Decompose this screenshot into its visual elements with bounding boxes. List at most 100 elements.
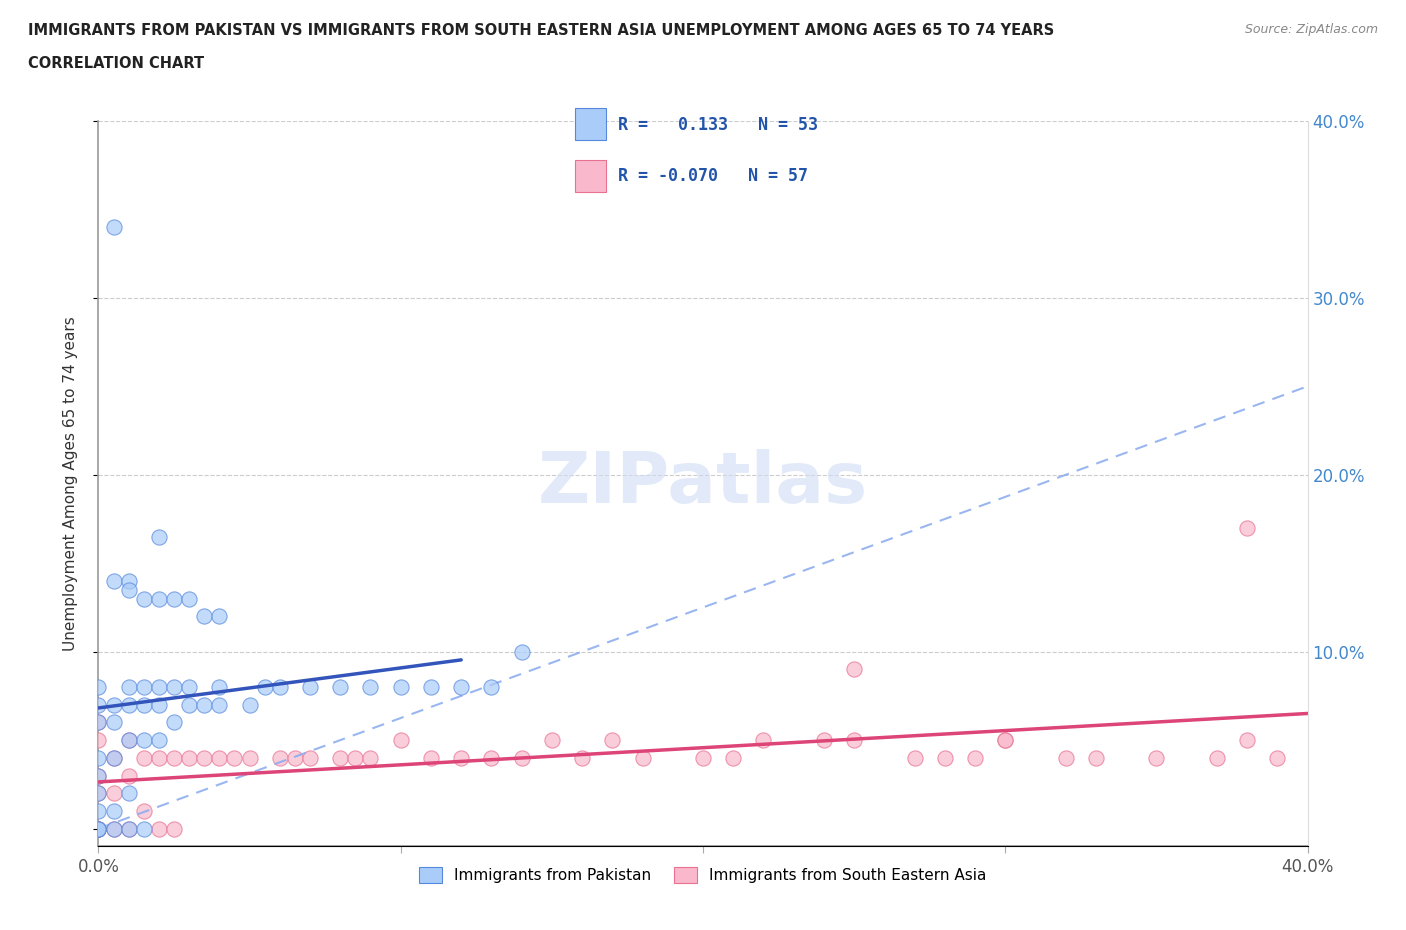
Point <box>87 715 110 730</box>
Point <box>132 804 155 818</box>
Point <box>193 698 215 712</box>
Point <box>103 219 125 234</box>
Point <box>103 804 125 818</box>
Point <box>118 821 141 836</box>
Point <box>844 733 866 748</box>
Point <box>118 786 141 801</box>
Point <box>602 733 624 748</box>
Point <box>103 698 125 712</box>
Point <box>163 591 186 606</box>
Point <box>510 644 533 659</box>
Text: R =   0.133   N = 53: R = 0.133 N = 53 <box>619 116 818 134</box>
Point <box>224 751 246 765</box>
Point <box>163 751 186 765</box>
Point <box>208 751 231 765</box>
Point <box>269 680 291 695</box>
Point <box>163 821 186 836</box>
Point <box>118 698 141 712</box>
Point <box>87 733 110 748</box>
Point <box>329 751 352 765</box>
Point <box>163 715 186 730</box>
Text: Source: ZipAtlas.com: Source: ZipAtlas.com <box>1244 23 1378 36</box>
Point <box>118 582 141 597</box>
Point <box>571 751 593 765</box>
Point <box>904 751 927 765</box>
Point <box>132 680 155 695</box>
Point <box>540 733 562 748</box>
Point <box>360 751 382 765</box>
Point <box>420 751 443 765</box>
Point <box>269 751 291 765</box>
Point <box>87 768 110 783</box>
Point <box>87 751 110 765</box>
Point <box>87 821 110 836</box>
Point <box>389 680 412 695</box>
Point <box>284 751 307 765</box>
Point <box>103 715 125 730</box>
Point <box>103 786 125 801</box>
Point <box>420 680 443 695</box>
Point <box>118 680 141 695</box>
Point <box>208 698 231 712</box>
Point <box>450 680 472 695</box>
Point <box>118 821 141 836</box>
Point <box>253 680 276 695</box>
Point <box>631 751 654 765</box>
Point <box>1054 751 1077 765</box>
Point <box>299 751 322 765</box>
Text: IMMIGRANTS FROM PAKISTAN VS IMMIGRANTS FROM SOUTH EASTERN ASIA UNEMPLOYMENT AMON: IMMIGRANTS FROM PAKISTAN VS IMMIGRANTS F… <box>28 23 1054 38</box>
Point <box>118 733 141 748</box>
Point <box>1267 751 1289 765</box>
Point <box>132 751 155 765</box>
Point <box>510 751 533 765</box>
Point <box>344 751 367 765</box>
Point <box>208 680 231 695</box>
Point <box>752 733 775 748</box>
Point <box>87 804 110 818</box>
Point <box>389 733 412 748</box>
Point <box>179 680 201 695</box>
Point <box>148 821 170 836</box>
Point <box>87 680 110 695</box>
Point <box>1144 751 1167 765</box>
Point <box>360 680 382 695</box>
Point <box>1206 751 1229 765</box>
Point <box>813 733 835 748</box>
Point <box>103 821 125 836</box>
Point <box>103 751 125 765</box>
Y-axis label: Unemployment Among Ages 65 to 74 years: Unemployment Among Ages 65 to 74 years <box>63 316 77 651</box>
Point <box>87 821 110 836</box>
Point <box>87 786 110 801</box>
Point <box>87 698 110 712</box>
Point <box>103 751 125 765</box>
Point <box>193 751 215 765</box>
Bar <box>575 160 606 192</box>
Point <box>450 751 472 765</box>
Text: CORRELATION CHART: CORRELATION CHART <box>28 56 204 71</box>
Point <box>965 751 987 765</box>
Point <box>1236 521 1258 536</box>
Point <box>193 609 215 624</box>
Text: R = -0.070   N = 57: R = -0.070 N = 57 <box>619 167 808 185</box>
Point <box>103 574 125 589</box>
Point <box>179 698 201 712</box>
Point <box>148 680 170 695</box>
Point <box>118 768 141 783</box>
Point <box>934 751 956 765</box>
Legend: Immigrants from Pakistan, Immigrants from South Eastern Asia: Immigrants from Pakistan, Immigrants fro… <box>413 861 993 889</box>
Point <box>148 733 170 748</box>
Point <box>239 698 262 712</box>
Point <box>132 821 155 836</box>
Point <box>329 680 352 695</box>
Point <box>481 751 503 765</box>
Bar <box>575 108 606 140</box>
Point <box>132 733 155 748</box>
Point <box>481 680 503 695</box>
Point <box>163 680 186 695</box>
Text: ZIPatlas: ZIPatlas <box>538 449 868 518</box>
Point <box>118 733 141 748</box>
Point <box>148 751 170 765</box>
Point <box>87 768 110 783</box>
Point <box>299 680 322 695</box>
Point <box>148 698 170 712</box>
